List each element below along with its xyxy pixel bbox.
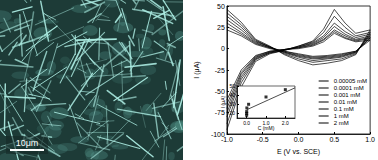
svg-text:0.0: 0.0: [294, 136, 304, 143]
svg-text:1.0: 1.0: [365, 136, 375, 143]
svg-text:0.1 mM: 0.1 mM: [334, 106, 354, 112]
svg-text:0.00005 mM: 0.00005 mM: [334, 78, 367, 84]
svg-text:50: 50: [217, 3, 225, 10]
svg-text:I (μA): I (μA): [220, 96, 226, 109]
svg-text:30: 30: [229, 101, 235, 107]
svg-text:0: 0: [221, 45, 225, 52]
svg-text:0.0: 0.0: [243, 120, 250, 126]
svg-text:1.0: 1.0: [263, 120, 270, 126]
svg-text:25: 25: [217, 24, 225, 31]
svg-text:-0.5: -0.5: [257, 136, 269, 143]
svg-text:-50: -50: [215, 88, 225, 95]
svg-text:-75: -75: [215, 109, 225, 116]
svg-text:C (mM): C (mM): [258, 125, 275, 131]
svg-text:-100: -100: [210, 130, 225, 138]
svg-text:0.001 mM: 0.001 mM: [334, 92, 361, 98]
svg-text:10μm: 10μm: [16, 138, 39, 148]
svg-text:2.0: 2.0: [282, 120, 289, 126]
svg-text:40: 40: [229, 92, 235, 98]
svg-text:0.01 mM: 0.01 mM: [334, 99, 357, 105]
svg-text:-25: -25: [215, 67, 225, 74]
svg-text:2 mM: 2 mM: [334, 120, 349, 126]
svg-text:0.5: 0.5: [329, 136, 339, 143]
svg-text:E (V vs. SCE): E (V vs. SCE): [277, 148, 320, 156]
svg-text:0.0001 mM: 0.0001 mM: [334, 85, 364, 91]
svg-text:50: 50: [229, 83, 235, 89]
svg-text:-1.0: -1.0: [221, 136, 233, 143]
svg-text:20: 20: [229, 110, 235, 116]
svg-text:1 mM: 1 mM: [334, 113, 349, 119]
svg-text:I (μA): I (μA): [193, 61, 201, 78]
